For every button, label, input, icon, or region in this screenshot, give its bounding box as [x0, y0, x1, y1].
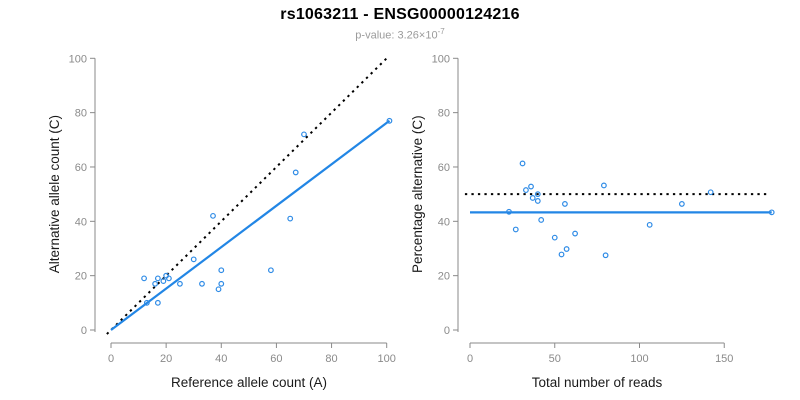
data-point — [562, 201, 568, 207]
reads-vs-percentage-scatter: 0 20 40 60 80 100 0 50 100 150 Total number of rea… — [410, 53, 775, 390]
x-axis-title: Total number of reads — [532, 375, 663, 390]
x-axis-title: Reference allele count (A) — [171, 375, 327, 390]
data-point — [190, 256, 197, 263]
y-tick-label: 0 — [444, 325, 450, 337]
x-tick-label: 50 — [549, 353, 561, 365]
y-axis-title: Alternative allele count (C) — [47, 115, 62, 273]
fit-line — [110, 119, 391, 331]
data-point — [551, 234, 558, 241]
x-tick-label: 100 — [378, 353, 396, 365]
y-tick-label: 40 — [75, 216, 87, 228]
data-point — [602, 252, 609, 259]
x-tick-label: 20 — [160, 353, 172, 365]
data-point — [152, 280, 159, 287]
x-tick-label: 0 — [467, 353, 473, 365]
x-tick-label: 40 — [215, 353, 227, 365]
plot-subtitle: p-value: 3.26×10-7 — [0, 27, 800, 42]
x-tick-label: 150 — [715, 353, 733, 365]
y-tick-label: 80 — [75, 108, 87, 120]
data-point — [154, 299, 161, 306]
data-point — [143, 299, 150, 306]
data-point — [177, 280, 183, 287]
y-tick-label: 80 — [438, 108, 450, 120]
y-axis-title: Percentage alternative (C) — [410, 115, 425, 273]
data-point — [287, 215, 294, 222]
data-point — [141, 275, 147, 282]
y-tick-label: 100 — [432, 53, 450, 65]
data-point — [163, 272, 170, 279]
y-tick-label: 60 — [75, 162, 87, 174]
data-point — [165, 275, 172, 282]
y-tick-label: 20 — [438, 271, 450, 283]
data-point — [528, 183, 534, 190]
data-point — [210, 212, 216, 219]
data-point — [646, 221, 653, 228]
data-point — [572, 230, 578, 237]
y-tick-label: 40 — [438, 216, 450, 228]
data-point — [678, 201, 685, 207]
plot-header: rs1063211 - ENSG00000124216 p-value: 3.2… — [0, 0, 800, 42]
data-point — [218, 267, 225, 274]
x-tick-label: 100 — [630, 353, 648, 365]
data-point — [506, 208, 512, 215]
data-point — [386, 117, 393, 124]
x-tick-label: 60 — [270, 353, 282, 365]
data-point — [199, 280, 205, 287]
identity-line — [106, 56, 389, 335]
data-point — [160, 278, 167, 284]
data-point — [523, 187, 529, 193]
p-value-exponent: -7 — [437, 27, 445, 36]
data-point — [534, 191, 541, 198]
data-point — [215, 286, 222, 293]
data-point — [558, 251, 565, 258]
ref-vs-alt-scatter: 0 20 40 60 80 100 0 20 40 60 80 100 Reference allele… — [47, 53, 396, 390]
p-value-text: p-value: 3.26×10 — [355, 29, 438, 42]
data-point — [563, 246, 570, 252]
data-point — [768, 209, 775, 216]
data-point — [534, 198, 541, 204]
data-point — [512, 226, 519, 233]
data-point — [301, 131, 307, 138]
data-point — [707, 189, 714, 196]
data-point — [292, 169, 299, 176]
data-point — [154, 275, 161, 282]
y-tick-label: 60 — [438, 162, 450, 174]
y-tick-label: 20 — [75, 271, 87, 283]
data-point — [268, 267, 274, 274]
data-point — [538, 217, 545, 223]
y-tick-label: 0 — [81, 325, 87, 337]
data-point — [218, 280, 225, 287]
x-tick-label: 0 — [108, 353, 114, 365]
data-point — [519, 160, 526, 167]
plot-title: rs1063211 - ENSG00000124216 — [280, 6, 520, 23]
x-tick-label: 80 — [325, 353, 337, 365]
data-point — [601, 182, 607, 189]
data-point — [529, 195, 536, 201]
y-tick-label: 100 — [69, 53, 87, 65]
